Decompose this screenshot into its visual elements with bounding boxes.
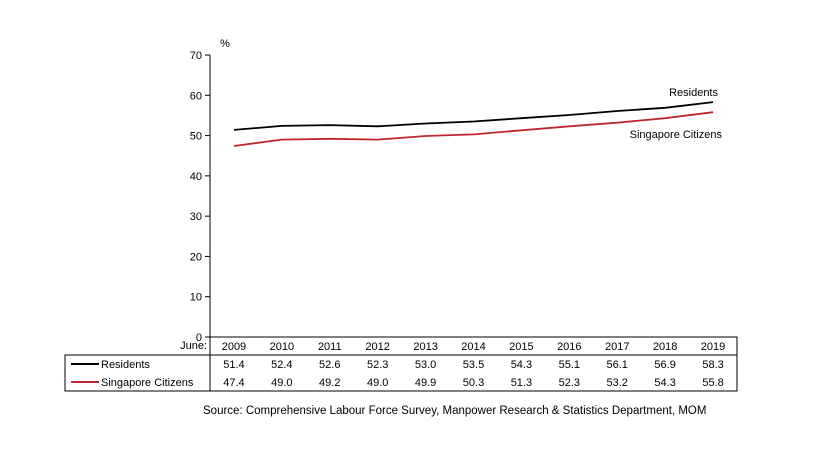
table-body-box: [64, 354, 738, 392]
data-cell: 49.9: [415, 377, 436, 389]
data-cell: 52.6: [319, 359, 340, 371]
x-tick-label: 2013: [413, 341, 437, 353]
x-tick-label: 2011: [318, 341, 342, 353]
y-tick-label: 10: [190, 292, 202, 304]
x-tick-label: 2016: [557, 341, 581, 353]
chart: 0 10 20 30 40 50 60 70% Residents Singapore Citiz…: [64, 38, 738, 392]
data-cell: 54.3: [511, 359, 532, 371]
source-note: Source: Comprehensive Labour Force Surve…: [203, 405, 707, 417]
x-tick-label: 2010: [270, 341, 294, 353]
data-cell: 53.0: [415, 359, 436, 371]
y-axis-label: %: [220, 38, 230, 50]
y-tick-label: 60: [190, 90, 202, 102]
x-axis-label: June:: [180, 340, 207, 352]
series-label-citizens: Singapore Citizens: [630, 129, 723, 141]
data-cell: 54.3: [654, 377, 675, 389]
x-tick-label: 2012: [365, 341, 389, 353]
data-cell: 53.2: [607, 377, 628, 389]
y-tick-label: 70: [190, 50, 202, 62]
data-cell: 51.4: [223, 359, 244, 371]
legend-label-0: Residents: [101, 359, 150, 371]
y-tick-label: 50: [190, 131, 202, 143]
data-cell: 51.3: [511, 377, 532, 389]
x-tick-label: 2015: [509, 341, 533, 353]
x-tick-label: 2017: [605, 341, 629, 353]
series-label-residents: Residents: [669, 87, 718, 99]
data-cell: 49.0: [367, 377, 388, 389]
data-cell: 55.1: [559, 359, 580, 371]
x-tick-label: 2019: [701, 341, 725, 353]
data-cell: 53.5: [463, 359, 484, 371]
data-cell: 49.2: [319, 377, 340, 389]
y-tick-label: 40: [190, 171, 202, 183]
data-cell: 56.1: [607, 359, 628, 371]
data-cell: 55.8: [702, 377, 723, 389]
series-line-1: [233, 111, 714, 147]
x-tick-label: 2014: [461, 341, 485, 353]
series-line-0: [233, 101, 714, 131]
y-tick-label: 0: [196, 332, 202, 344]
data-cell: 50.3: [463, 377, 484, 389]
data-cell: 52.3: [367, 359, 388, 371]
y-tick-label: 20: [190, 251, 202, 263]
x-tick-label: 2018: [653, 341, 677, 353]
data-cell: 58.3: [702, 359, 723, 371]
data-cell: 52.4: [271, 359, 292, 371]
x-tick-label: 2009: [222, 341, 246, 353]
data-cell: 56.9: [654, 359, 675, 371]
data-cell: 49.0: [271, 377, 292, 389]
y-tick-label: 30: [190, 211, 202, 223]
legend-label-1: Singapore Citizens: [101, 377, 194, 389]
data-cell: 47.4: [223, 377, 244, 389]
data-cell: 52.3: [559, 377, 580, 389]
